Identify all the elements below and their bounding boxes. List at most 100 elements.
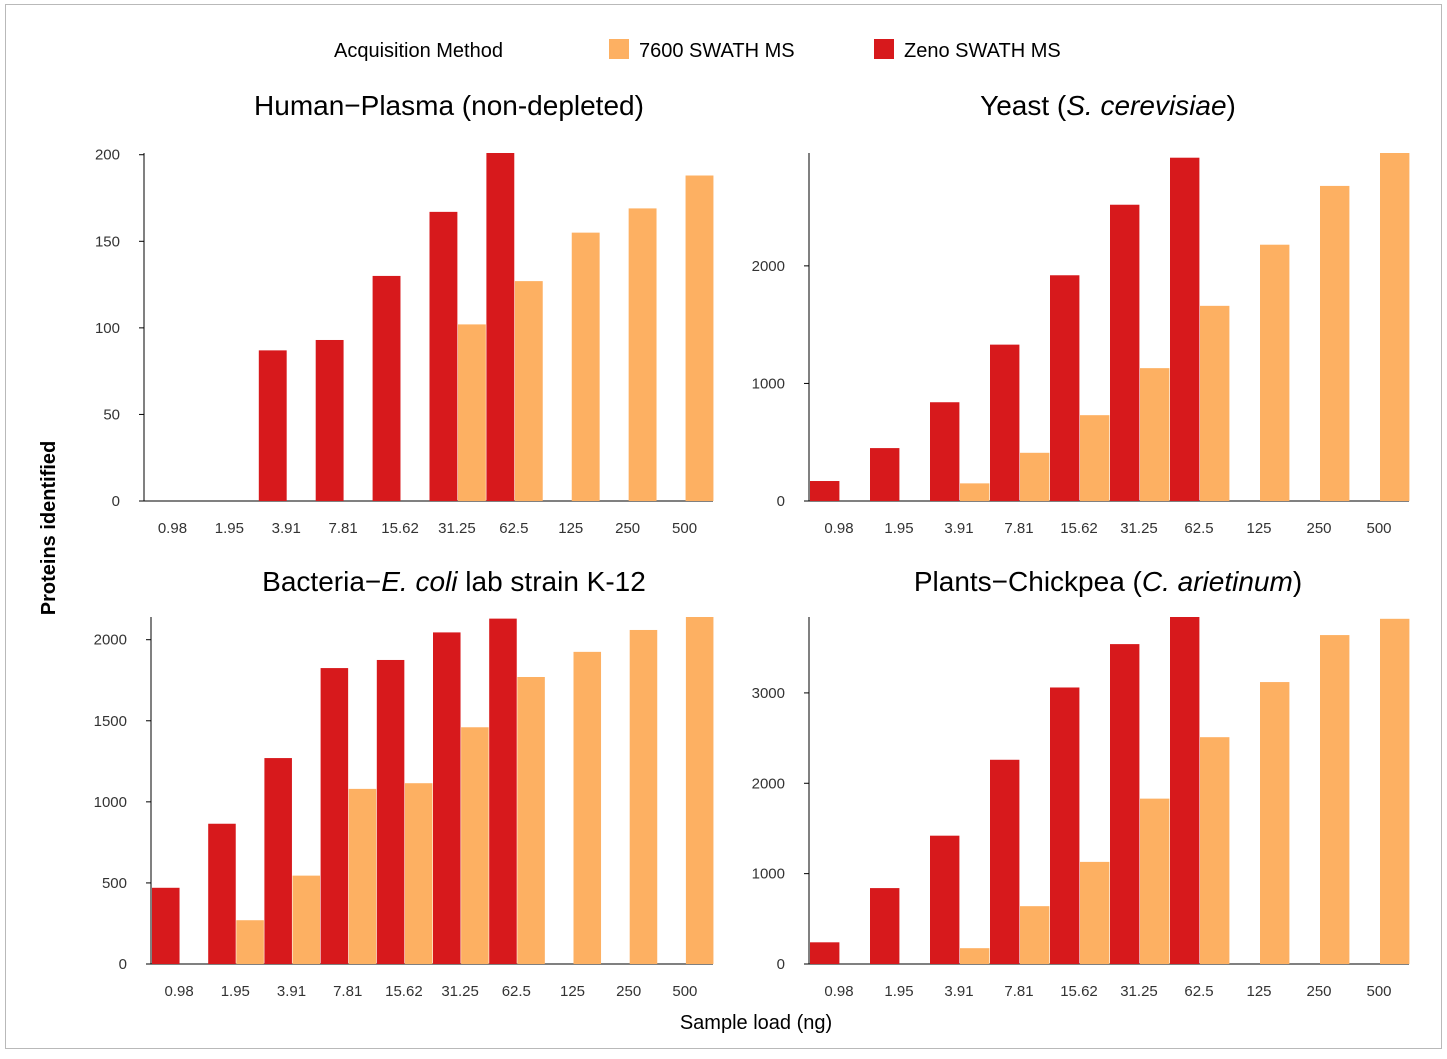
panel-title-segment: E. coli	[381, 566, 458, 597]
legend-swatch-zeno	[874, 39, 894, 59]
x-tick-label: 31.25	[1120, 983, 1158, 1000]
panel-ecoli: Bacteria−E. coli lab strain K-12 0 500 1000…	[94, 566, 714, 1000]
x-tick-label: 3.91	[277, 983, 306, 1000]
bar-zeno-3_91	[264, 758, 292, 964]
bar-zeno-1_95	[208, 823, 236, 964]
bar-zeno-15_62	[1050, 275, 1080, 501]
bar-7600-15_62	[404, 783, 433, 964]
x-tick-label: 31.25	[438, 520, 476, 537]
bar-7600-3_91	[960, 483, 990, 501]
bar-zeno-62_5	[1170, 617, 1200, 964]
bar-7600-250	[629, 629, 658, 964]
panel-title-segment: )	[1293, 566, 1302, 597]
bar-7600-3_91	[960, 948, 990, 964]
bar-7600-125	[1260, 244, 1290, 501]
x-tick-label: 62.5	[502, 983, 531, 1000]
bar-zeno-31_25	[1110, 204, 1140, 501]
bar-zeno-62_5	[1170, 157, 1200, 501]
legend-label-7600: 7600 SWATH MS	[639, 40, 795, 62]
y-tick-label: 1500	[94, 713, 127, 730]
x-tick-label: 3.91	[272, 520, 301, 537]
bar-7600-62_5	[1200, 737, 1230, 964]
x-tick-label: 15.62	[1060, 983, 1098, 1000]
panel-title-segment: C. arietinum	[1142, 566, 1293, 597]
x-tick-label: 62.5	[1184, 983, 1213, 1000]
x-tick-label: 250	[615, 520, 640, 537]
panel-title-segment: Bacteria−	[262, 566, 381, 597]
bar-7600-250	[628, 208, 657, 501]
bar-7600-500	[685, 617, 714, 964]
bar-zeno-62_5	[489, 618, 517, 964]
bar-zeno-1_95	[870, 448, 900, 501]
x-tick-label: 7.81	[1004, 983, 1033, 1000]
bar-7600-7_81	[348, 788, 377, 964]
bar-zeno-31_25	[429, 211, 458, 502]
x-tick-label: 250	[1306, 520, 1331, 537]
chart-panels: Human−Plasma (non-depleted)0501001502000…	[94, 90, 1410, 1000]
panel-title-segment: lab strain K-12	[458, 566, 646, 597]
x-tick-label: 3.91	[944, 983, 973, 1000]
x-tick-label: 250	[1306, 983, 1331, 1000]
panel-title-segment: S. cerevisiae	[1066, 90, 1226, 121]
x-tick-label: 15.62	[1060, 520, 1098, 537]
bar-zeno-3_91	[258, 350, 287, 501]
legend-swatch-7600	[609, 39, 629, 59]
x-tick-label: 250	[616, 983, 641, 1000]
x-tick-label: 1.95	[215, 520, 244, 537]
x-tick-label: 62.5	[499, 520, 528, 537]
y-tick-label: 0	[119, 956, 127, 973]
bar-7600-31_25	[461, 727, 489, 964]
bar-7600-1_95	[236, 920, 264, 964]
x-axis-title: Sample load (ng)	[680, 1012, 832, 1034]
panel-human-plasma: Human−Plasma (non-depleted) 0 50 100 150 200 0…	[95, 90, 714, 537]
bar-7600-500	[685, 175, 714, 502]
panel-title-segment: Yeast (	[980, 90, 1067, 121]
panel-yeast: Yeast (S. cerevisiae) 0 1000 2000 0.98 1.95 3.…	[752, 90, 1410, 537]
bar-7600-62_5	[1200, 305, 1230, 501]
x-tick-label: 15.62	[385, 983, 423, 1000]
bar-7600-250	[1320, 185, 1350, 501]
bar-zeno-7_81	[990, 344, 1020, 501]
bar-7600-125	[571, 232, 600, 501]
x-tick-label: 500	[672, 520, 697, 537]
x-tick-label: 31.25	[441, 983, 479, 1000]
y-tick-label: 2000	[94, 632, 127, 649]
bar-zeno-7_81	[315, 339, 344, 501]
bar-zeno-0_98	[810, 942, 840, 964]
bar-7600-15_62	[1080, 415, 1110, 501]
y-tick-label: 1000	[752, 866, 785, 883]
bar-7600-7_81	[1020, 452, 1050, 501]
y-tick-label: 2000	[752, 775, 785, 792]
bar-zeno-3_91	[930, 402, 960, 501]
bar-zeno-7_81	[320, 668, 349, 964]
x-tick-label: 125	[560, 983, 585, 1000]
bar-zeno-7_81	[990, 759, 1020, 964]
x-tick-label: 0.98	[824, 520, 853, 537]
x-tick-label: 15.62	[381, 520, 419, 537]
y-tick-label: 200	[95, 147, 120, 164]
x-tick-label: 125	[1246, 520, 1271, 537]
x-tick-label: 125	[558, 520, 583, 537]
panel-title: Bacteria−E. coli lab strain K-12	[262, 566, 646, 597]
y-tick-label: 150	[95, 233, 120, 250]
y-tick-label: 100	[95, 320, 120, 337]
panel-chickpea: Plants−Chickpea (C. arietinum) 0 1000 2000 3…	[752, 566, 1410, 1000]
y-tick-label: 0	[777, 956, 785, 973]
bar-7600-250	[1320, 635, 1350, 964]
x-tick-label: 1.95	[884, 983, 913, 1000]
figure: Acquisition Method 7600 SWATH MS Zeno SW…	[5, 4, 1442, 1049]
bar-zeno-15_62	[1050, 687, 1080, 964]
bar-zeno-1_95	[870, 888, 900, 964]
y-tick-label: 500	[102, 875, 127, 892]
y-tick-label: 2000	[752, 258, 785, 275]
x-tick-label: 500	[672, 983, 697, 1000]
bar-7600-31_25	[457, 324, 486, 501]
y-tick-label: 0	[112, 493, 120, 510]
bar-7600-7_81	[1020, 906, 1050, 964]
x-tick-label: 1.95	[884, 520, 913, 537]
bar-7600-31_25	[1140, 368, 1170, 501]
x-tick-label: 125	[1246, 983, 1271, 1000]
y-tick-label: 1000	[752, 375, 785, 392]
bar-zeno-3_91	[930, 835, 960, 964]
x-tick-label: 0.98	[158, 520, 187, 537]
